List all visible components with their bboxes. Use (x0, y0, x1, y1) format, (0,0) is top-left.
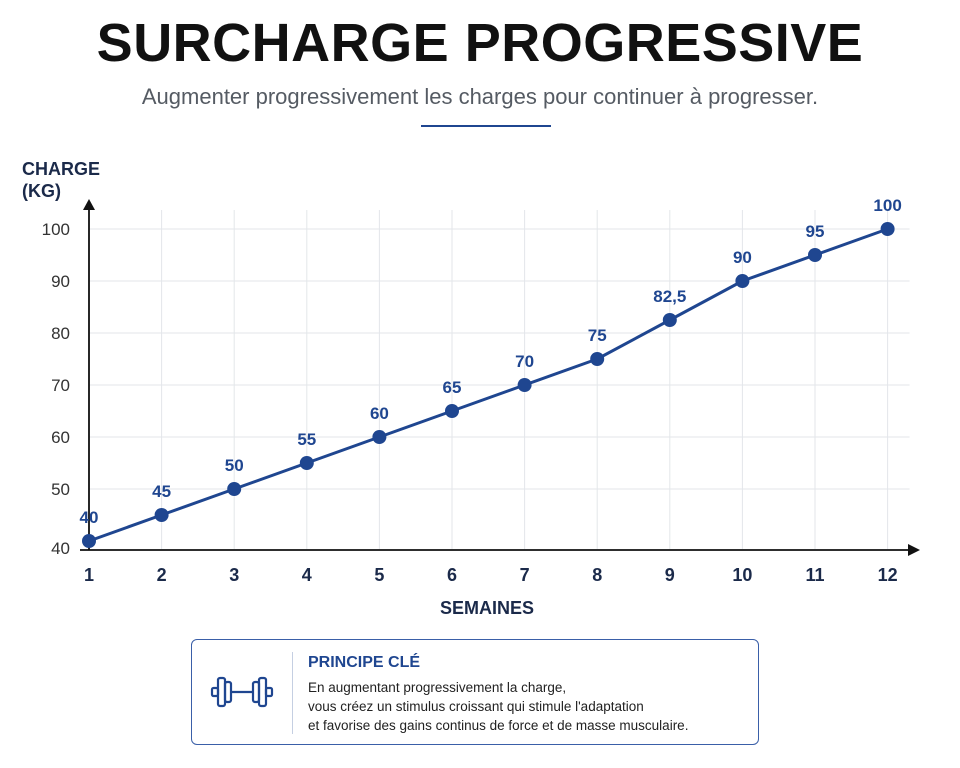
y-tick-label: 100 (42, 220, 70, 239)
data-label: 100 (873, 196, 901, 215)
principle-card: PRINCIPE CLÉ En augmentant progressiveme… (191, 639, 759, 745)
x-tick-label: 6 (447, 565, 457, 585)
x-tick-label: 12 (878, 565, 898, 585)
data-point (808, 248, 822, 262)
x-tick-label: 7 (520, 565, 530, 585)
data-point (445, 404, 459, 418)
card-divider (292, 652, 293, 734)
data-label: 82,5 (653, 287, 686, 306)
data-label: 75 (588, 326, 607, 345)
x-tick-label: 3 (229, 565, 239, 585)
data-label: 70 (515, 352, 534, 371)
chart-subtitle: Augmenter progressivement les charges po… (141, 84, 819, 109)
data-point (82, 534, 96, 548)
y-axis-arrow (83, 199, 95, 210)
data-label: 55 (297, 430, 316, 449)
y-tick-label: 70 (51, 376, 70, 395)
y-axis-label-line-1: CHARGE (22, 159, 101, 179)
y-tick-label: 60 (51, 428, 70, 447)
data-point (735, 274, 750, 288)
principle-line-2: vous créez un stimulus croissant qui sti… (308, 699, 644, 714)
data-label: 40 (80, 508, 99, 527)
data-label: 95 (806, 222, 825, 241)
data-point (517, 378, 532, 392)
data-point (590, 352, 605, 366)
data-point (662, 313, 677, 327)
y-tick-label: 90 (51, 272, 70, 291)
x-tick-label: 10 (732, 565, 752, 585)
x-tick-label: 11 (805, 565, 824, 585)
data-label: 45 (152, 482, 171, 501)
dumbbell-icon (210, 676, 274, 708)
title-underline (421, 125, 551, 127)
y-axis-label: CHARGE (KG) (22, 158, 100, 202)
data-point (372, 430, 387, 444)
principle-text: En augmentant progressivement la charge,… (308, 678, 748, 735)
y-tick-label: 40 (51, 539, 70, 558)
x-tick-label: 4 (302, 565, 312, 585)
chart-title: SURCHARGE PROGRESSIVE (96, 13, 864, 73)
x-tick-label: 1 (84, 565, 94, 585)
x-tick-label: 8 (592, 565, 602, 585)
data-point (227, 482, 242, 496)
data-label: 60 (370, 404, 389, 423)
x-tick-label: 2 (157, 565, 167, 585)
x-axis-arrow (908, 544, 920, 556)
x-axis-label: SEMAINES (439, 598, 535, 618)
data-label: 90 (733, 248, 752, 267)
data-point (299, 456, 314, 470)
x-tick-label: 5 (374, 565, 384, 585)
data-point (154, 508, 169, 522)
x-tick-label: 9 (665, 565, 675, 585)
series-line (88, 227, 889, 543)
y-tick-label: 80 (51, 324, 70, 343)
principle-line-3: et favorise des gains continus de force … (308, 718, 689, 733)
data-point (880, 222, 895, 236)
data-label: 65 (443, 378, 462, 397)
y-tick-label: 50 (51, 480, 70, 499)
principle-line-1: En augmentant progressivement la charge, (308, 680, 567, 695)
data-label: 50 (225, 456, 244, 475)
principle-title: PRINCIPE CLÉ (308, 654, 421, 671)
y-axis-label-line-2: (KG) (22, 181, 61, 201)
